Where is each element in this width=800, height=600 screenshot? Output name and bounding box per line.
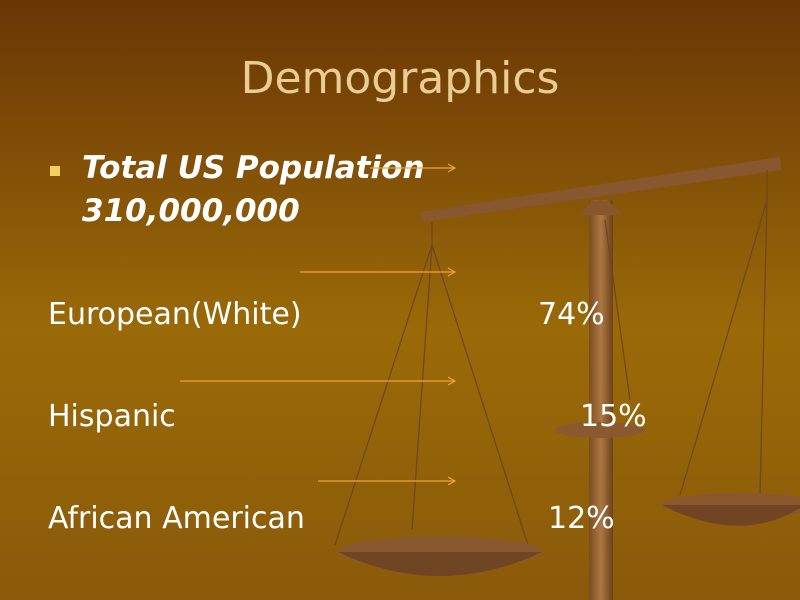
bullet-marker — [50, 166, 60, 176]
row-value: 12% — [548, 501, 615, 536]
row-label: Hispanic — [48, 399, 176, 434]
arrow — [370, 163, 457, 173]
arrow — [180, 376, 457, 386]
arrow — [300, 267, 457, 277]
bullet-label: Total US Population — [82, 150, 425, 186]
scale-illustration — [334, 157, 800, 600]
arrow — [318, 476, 457, 486]
row-value: 15% — [580, 399, 647, 434]
arrows — [180, 163, 457, 486]
title: Demographics — [241, 53, 560, 104]
row-label: African American — [48, 501, 305, 536]
bullet-value: 310,000,000 — [82, 193, 300, 229]
row-label: European(White) — [48, 297, 302, 332]
row-value: 74% — [538, 297, 605, 332]
